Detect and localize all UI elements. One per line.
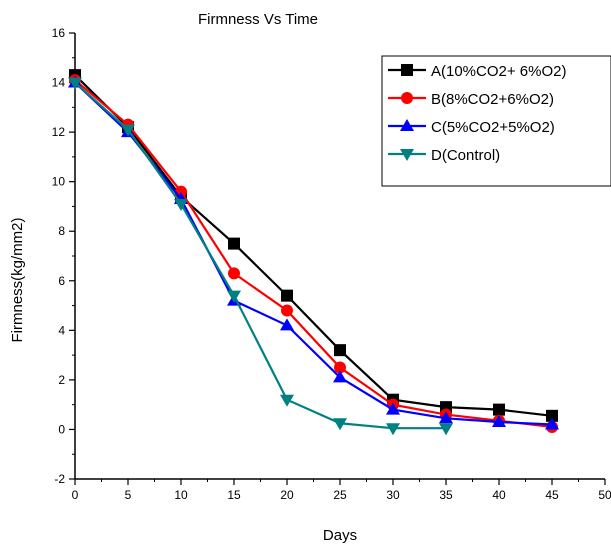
legend-entry-label: B(8%CO2+6%O2) [431, 91, 554, 108]
y-tick-label: 0 [58, 422, 65, 436]
data-point-square [546, 409, 558, 422]
x-tick-label: 10 [174, 488, 188, 502]
x-tick-label: 45 [545, 488, 559, 502]
legend: A(10%CO2+ 6%O2) B(8%CO2+6%O2) C(5%CO2+5%O2… [381, 55, 611, 187]
plot-area: 0 5 10 15 20 25 30 35 40 45 50 -2 0 2 4 6 8 10 12 14 16 [52, 26, 611, 502]
data-point-circle [334, 361, 346, 374]
y-tick-label: 10 [52, 175, 66, 189]
x-tick-label: 0 [72, 488, 79, 502]
data-point-square [281, 289, 293, 302]
series-line-triangle-down [74, 81, 446, 430]
y-tick-label: 4 [58, 323, 65, 337]
data-point-triangle-down [68, 77, 82, 90]
y-tick-label: 14 [52, 76, 66, 90]
x-tick-label: 50 [598, 488, 611, 502]
y-tick-label: 6 [58, 274, 65, 288]
y-axis-label: Firmness(kg/mm2) [9, 217, 26, 342]
data-point-triangle-up [280, 318, 294, 331]
data-point-triangle-down [121, 124, 135, 137]
x-tick-label: 5 [125, 488, 132, 502]
x-tick-label: 40 [492, 488, 506, 502]
legend-entry-label: C(5%CO2+5%O2) [431, 119, 555, 136]
legend-swatch-marker [401, 92, 413, 104]
data-point-triangle-up [545, 417, 559, 430]
x-tick-label: 35 [439, 488, 453, 502]
data-point-triangle-up [333, 370, 347, 383]
y-tick-label: 16 [52, 26, 66, 40]
series-line-circle [74, 79, 553, 429]
legend-swatch-marker [400, 119, 414, 131]
data-point-triangle-up [386, 402, 400, 415]
chart-title: Firmness Vs Time [198, 11, 318, 28]
series-line-square [74, 74, 553, 417]
data-point-triangle-up [492, 415, 506, 428]
data-point-circle [228, 267, 240, 280]
data-point-square [493, 403, 505, 416]
x-tick-label: 15 [227, 488, 241, 502]
data-point-circle [281, 304, 293, 317]
legend-entry-label: A(10%CO2+ 6%O2) [431, 63, 566, 80]
data-point-triangle-down [439, 423, 453, 436]
data-point-square [334, 344, 346, 357]
legend-swatch-marker [401, 64, 413, 76]
y-tick-label: 8 [58, 224, 65, 238]
x-tick-label: 20 [280, 488, 294, 502]
data-point-triangle-down [280, 394, 294, 407]
data-point-triangle-down [386, 423, 400, 436]
y-tick-label: 2 [58, 373, 65, 387]
legend-entry-label: D(Control) [431, 147, 500, 164]
legend-box [381, 55, 611, 187]
data-point-triangle-down [174, 198, 188, 211]
data-point-triangle-down [333, 418, 347, 431]
data-point-triangle-up [439, 411, 453, 424]
data-point-square [228, 237, 240, 250]
y-tick-label: -2 [54, 472, 65, 486]
x-tick-label: 30 [386, 488, 400, 502]
legend-swatch-marker [400, 149, 414, 161]
x-axis-label: Days [323, 527, 357, 544]
y-tick-label: 12 [52, 125, 66, 139]
data-point-triangle-down [227, 290, 241, 303]
x-tick-label: 25 [333, 488, 347, 502]
